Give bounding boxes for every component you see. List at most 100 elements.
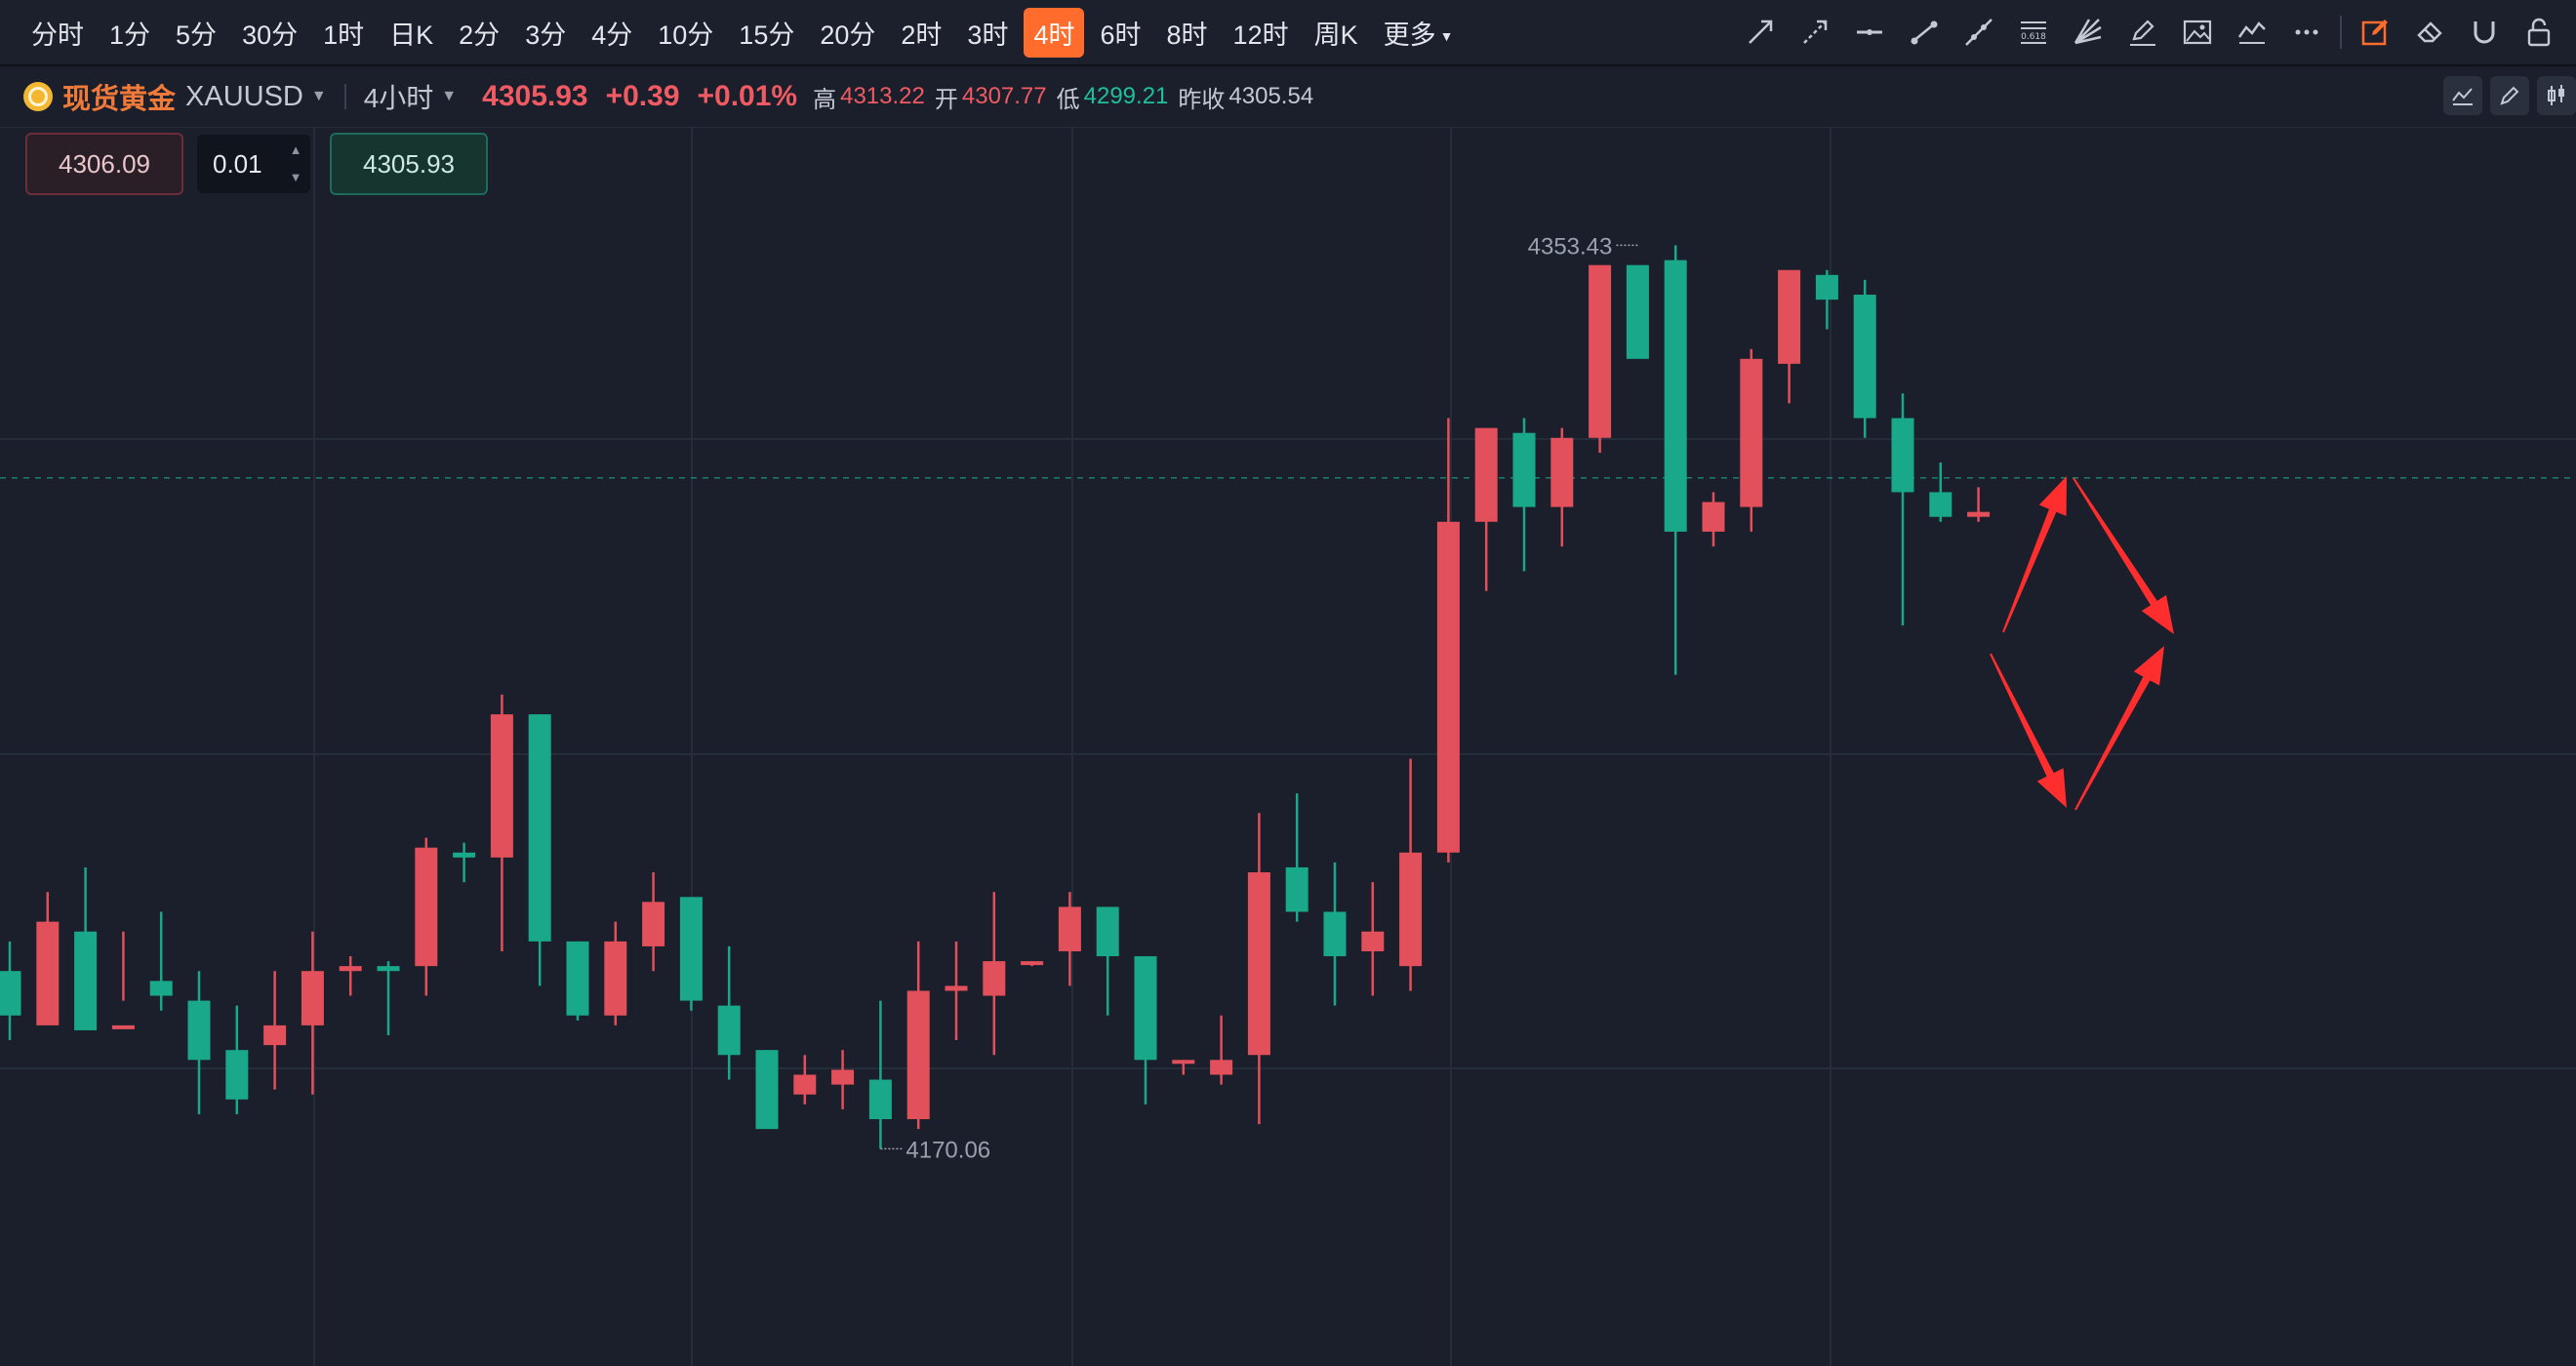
candle-style-icon[interactable] xyxy=(2537,76,2576,115)
indicator-toggle-icon[interactable] xyxy=(2443,76,2482,115)
open-value: 4307.77 xyxy=(961,83,1047,109)
timeframe-3[interactable]: 30分 xyxy=(242,20,299,50)
timeframe-4[interactable]: 1时 xyxy=(323,20,365,50)
annotations: 4353.43 4170.06 xyxy=(880,233,2174,1163)
candle-body xyxy=(1096,906,1119,957)
segment-icon[interactable] xyxy=(1903,11,1946,54)
prev-close-value: 4305.54 xyxy=(1228,83,1314,109)
timeframe-9[interactable]: 10分 xyxy=(658,20,714,50)
timeframe-15[interactable]: 6时 xyxy=(1100,20,1142,50)
candle-body xyxy=(1589,264,1612,438)
magnet-icon[interactable] xyxy=(2463,11,2506,54)
ray-icon[interactable] xyxy=(1793,11,1836,54)
chevron-down-icon: ▼ xyxy=(1439,28,1454,45)
candle-body xyxy=(225,1050,249,1100)
high-marker-label: 4353.43 xyxy=(1528,233,1613,260)
quantity-stepper: ▲ ▼ xyxy=(197,135,310,193)
candle-body xyxy=(1664,260,1687,532)
trend-line-icon[interactable] xyxy=(1739,11,1782,54)
candle-body xyxy=(528,714,551,942)
tool-divider xyxy=(2340,16,2342,49)
candle-body xyxy=(1778,269,1801,364)
candle-body xyxy=(1740,358,1763,507)
candle-body xyxy=(642,902,665,946)
timeframe-0[interactable]: 分时 xyxy=(31,20,84,50)
candle-body xyxy=(301,971,324,1025)
horizontal-line-icon[interactable] xyxy=(1848,11,1891,54)
lock-icon[interactable] xyxy=(2517,11,2560,54)
extended-line-icon[interactable] xyxy=(1957,11,2000,54)
candlestick-chart[interactable]: 4353.43 4170.06 xyxy=(0,127,2576,1366)
chart-grid xyxy=(0,127,2576,1366)
chevron-down-icon[interactable]: ▼ xyxy=(310,88,327,104)
candle-body xyxy=(983,961,1006,996)
candle-body xyxy=(1929,492,1952,517)
increment-icon[interactable]: ▲ xyxy=(289,142,302,157)
timeframe-17[interactable]: 12时 xyxy=(1232,20,1289,50)
pen-icon[interactable] xyxy=(2121,11,2164,54)
symbol-code[interactable]: XAUUSD xyxy=(185,80,303,112)
timeframe-11[interactable]: 20分 xyxy=(820,20,876,50)
timeframe-1[interactable]: 1分 xyxy=(109,20,151,50)
pattern-icon[interactable] xyxy=(2231,11,2274,54)
fibonacci-icon[interactable]: 0.618 xyxy=(2012,11,2055,54)
candle-body xyxy=(1967,511,1991,517)
timeframe-2[interactable]: 5分 xyxy=(176,20,218,50)
chevron-down-icon[interactable]: ▼ xyxy=(441,88,458,104)
eraser-icon[interactable] xyxy=(2408,11,2451,54)
candle-body xyxy=(453,852,476,858)
timeframe-13[interactable]: 3时 xyxy=(967,20,1009,50)
candle-body xyxy=(1550,437,1574,507)
candle-body xyxy=(831,1069,855,1085)
arrow-down-2-shape xyxy=(1990,653,2067,808)
candle-body xyxy=(1323,911,1347,957)
timeframe-14[interactable]: 4时 xyxy=(1024,7,1085,58)
open-label: 开 xyxy=(934,86,958,113)
gold-coin-icon xyxy=(23,82,53,111)
decrement-icon[interactable]: ▼ xyxy=(289,170,302,184)
timeframe-5[interactable]: 日K xyxy=(389,20,434,50)
arrow-down-1 xyxy=(2073,477,2174,634)
timeframe-10[interactable]: 15分 xyxy=(739,20,795,50)
candle-body xyxy=(1399,852,1423,967)
candle-body xyxy=(1474,427,1498,522)
timeframe-list: 分时 1分 5分 30分 1时 日K 2分 3分 4分 10分 15分 20分 2时 3时 4时 6时 8时 12… xyxy=(0,7,1469,58)
candle-body xyxy=(1361,931,1385,951)
candles xyxy=(0,245,1991,1149)
candle-body xyxy=(1702,502,1725,532)
timeframe-16[interactable]: 8时 xyxy=(1166,20,1208,50)
symbol-name[interactable]: 现货黄金 xyxy=(62,84,177,115)
period-selector[interactable]: 4小时 xyxy=(363,83,434,113)
divider xyxy=(343,84,346,109)
low-marker-label: 4170.06 xyxy=(906,1137,990,1163)
candle-body xyxy=(0,971,21,1016)
timeframe-6[interactable]: 2分 xyxy=(459,20,501,50)
more-dots-icon[interactable] xyxy=(2285,11,2328,54)
candle-body xyxy=(415,847,438,967)
timeframe-12[interactable]: 2时 xyxy=(901,20,943,50)
price-change-pct: +0.01% xyxy=(697,80,798,112)
draw-toggle-icon[interactable] xyxy=(2490,76,2529,115)
image-icon[interactable] xyxy=(2176,11,2219,54)
candle-body xyxy=(755,1050,779,1130)
drawing-tools: 0.618 xyxy=(1727,0,2560,64)
fan-icon[interactable] xyxy=(2067,11,2110,54)
buy-price-button[interactable]: 4305.93 xyxy=(330,133,488,195)
arrow-up-2 xyxy=(2074,645,2165,811)
candle-body xyxy=(1436,521,1460,853)
candle-body xyxy=(1247,872,1270,1056)
edit-icon[interactable] xyxy=(2354,11,2396,54)
timeframe-7[interactable]: 3分 xyxy=(525,20,567,50)
quick-trade-panel: 4306.09 ▲ ▼ 4305.93 xyxy=(25,133,488,195)
candle-body xyxy=(566,941,589,1016)
candle-body xyxy=(679,897,703,1001)
sell-price-button[interactable]: 4306.09 xyxy=(25,133,183,195)
quantity-spinner: ▲ ▼ xyxy=(285,139,306,189)
candle-body xyxy=(1058,906,1081,951)
timeframe-8[interactable]: 4分 xyxy=(591,20,633,50)
quantity-input[interactable] xyxy=(197,136,293,192)
timeframe-18[interactable]: 周K xyxy=(1313,20,1358,50)
symbol-info-bar: 现货黄金 XAUUSD ▼ 4小时 ▼ 4305.93 +0.39 +0.01%… xyxy=(0,66,2576,128)
timeframe-19[interactable]: 更多 ▼ xyxy=(1383,20,1454,50)
low-value: 4299.21 xyxy=(1083,83,1169,109)
